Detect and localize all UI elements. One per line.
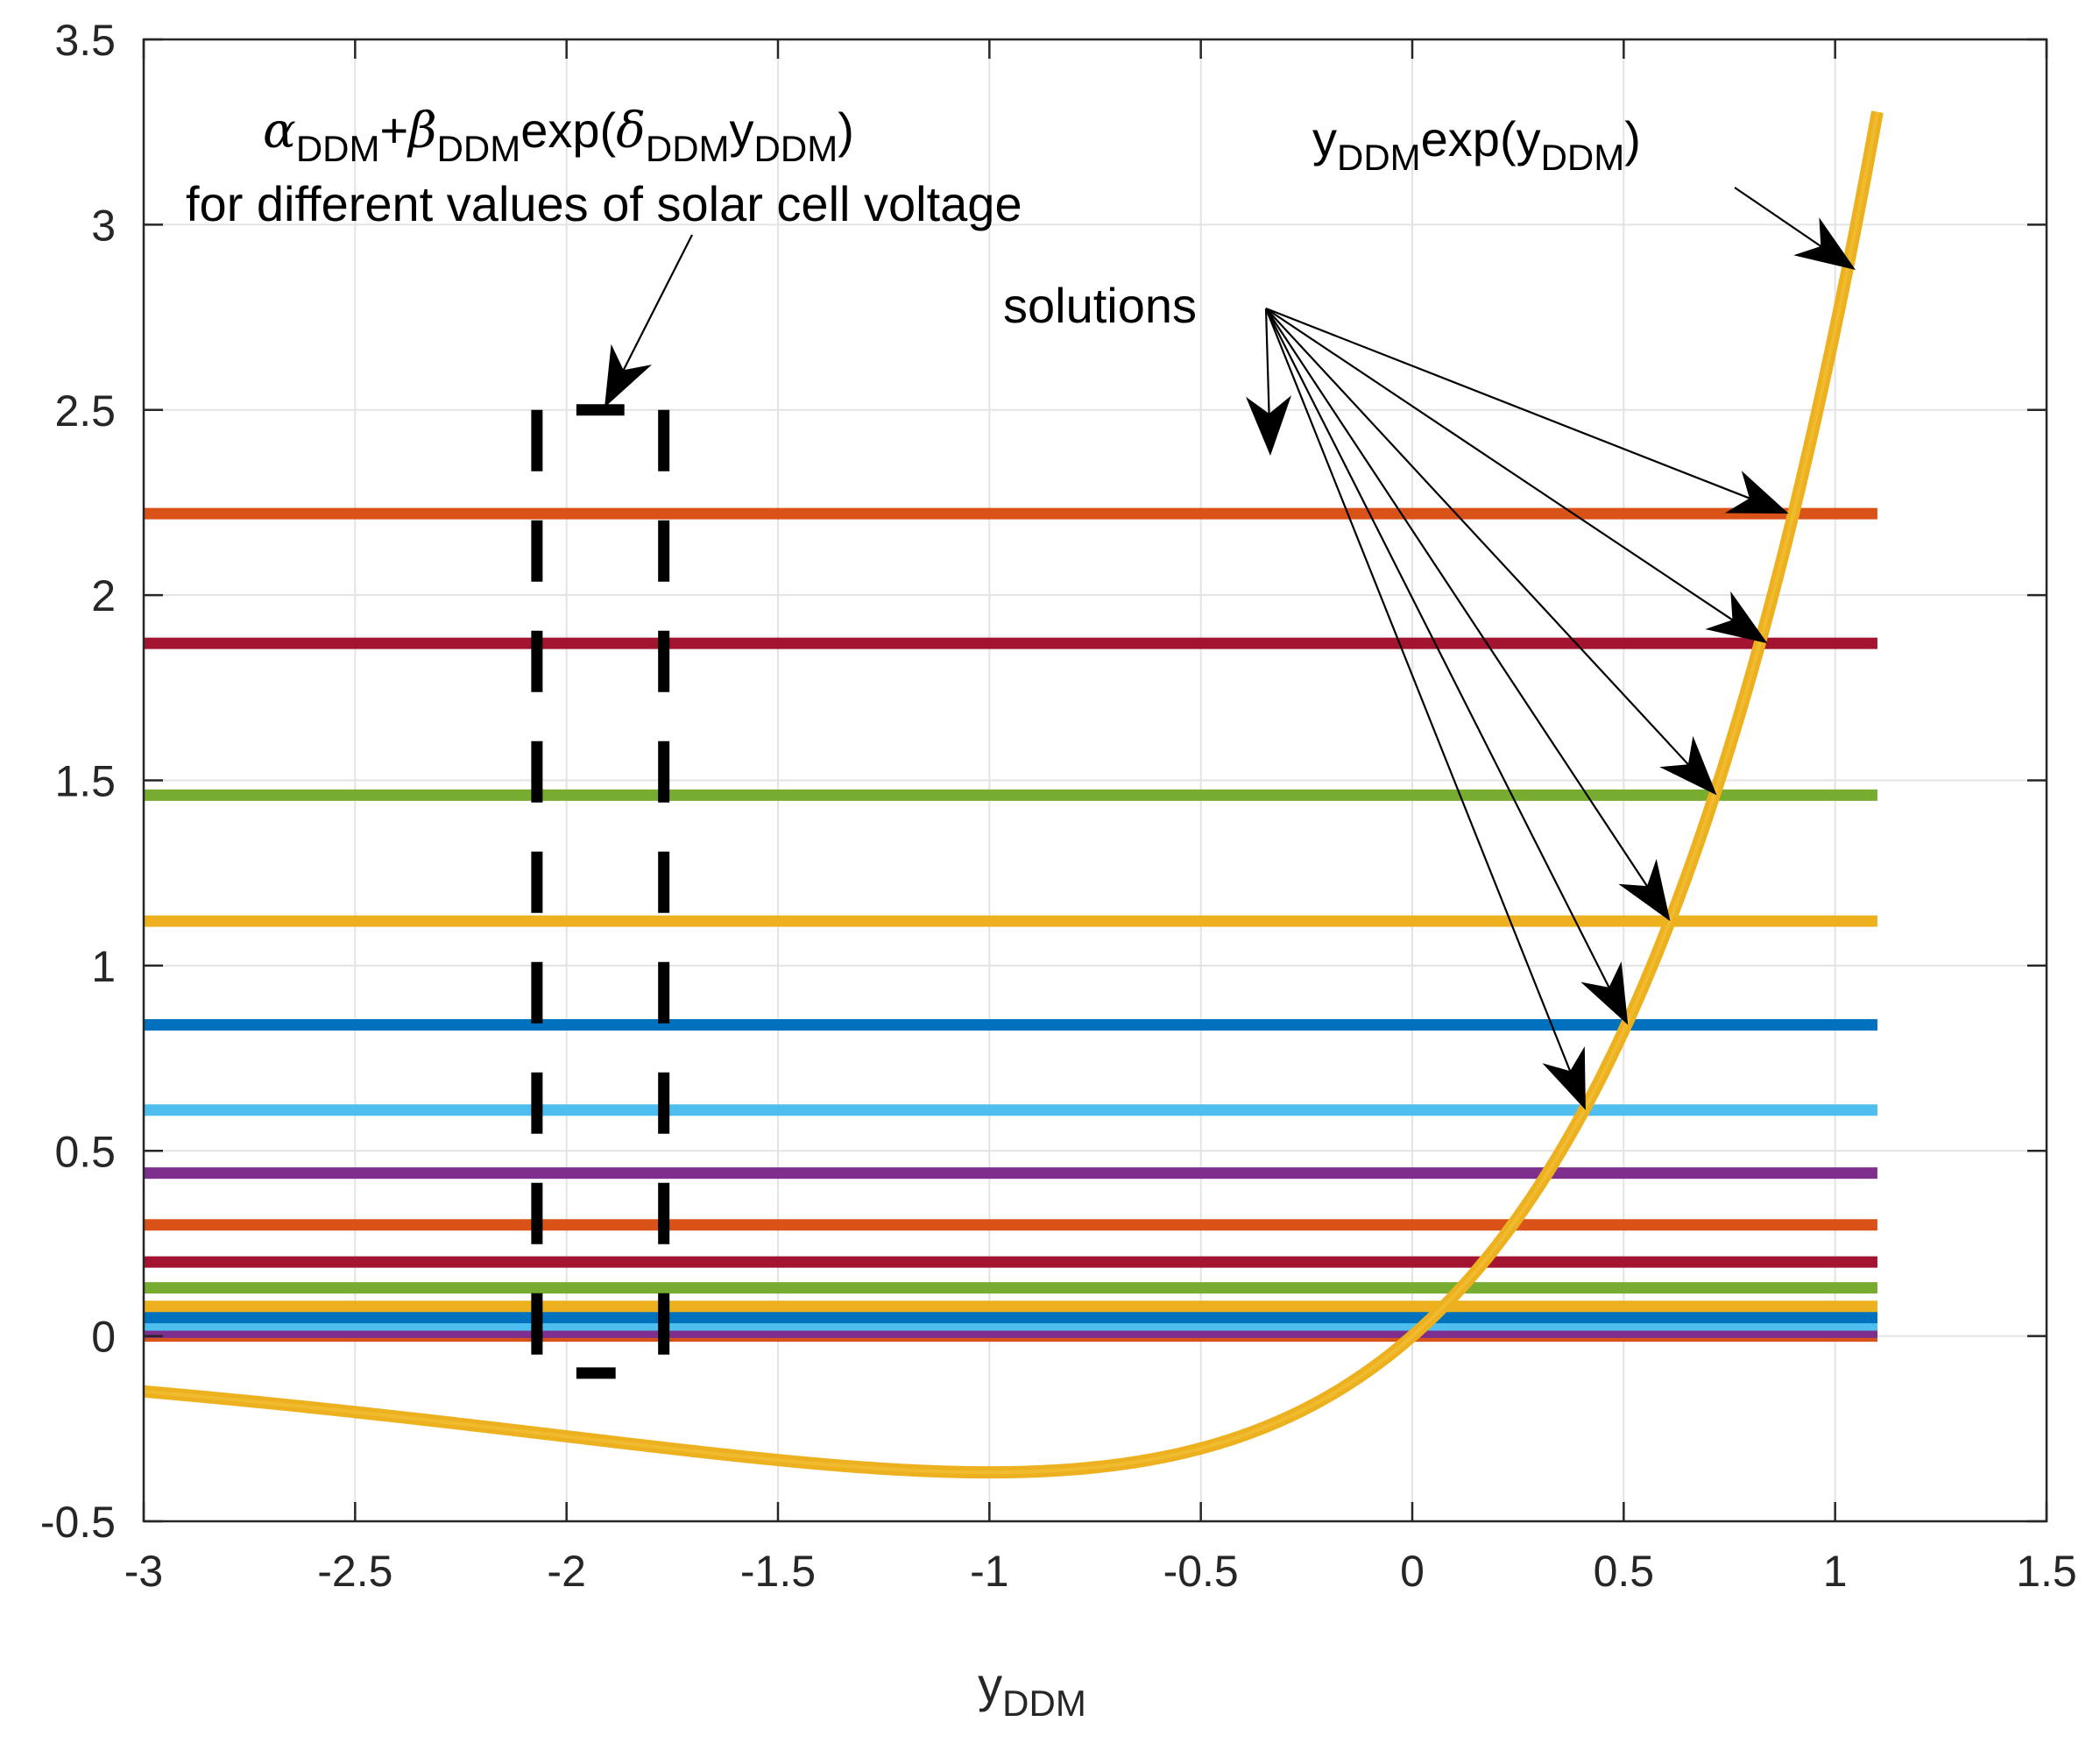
x-tick-label: -1.5: [740, 1547, 816, 1596]
dashed-box: [531, 404, 670, 1379]
arrow-to-solution: [1265, 308, 1629, 1025]
delta-sub: DDM: [646, 128, 730, 169]
y-tick-label: 0.5: [54, 1127, 116, 1176]
curve-label-y2: y: [1517, 111, 1541, 167]
beta-sub: DDM: [437, 128, 521, 169]
x-tick-label: 1: [1823, 1547, 1848, 1596]
y-tick-label: 1.5: [54, 757, 116, 806]
y-tick-label: 2: [91, 571, 116, 620]
arrow-to-solution: [1265, 308, 1671, 922]
curve-yexp-highlight: [144, 111, 1879, 1475]
delta-symbol: δ: [616, 103, 646, 159]
x-axis-label-main: y: [978, 1657, 1002, 1712]
family-annotation-line1: αDDM+βDDMexp(δDDMyDDM): [263, 103, 854, 169]
x-axis-ticks: -3 -2.5 -2 -1.5 -1 -0.5 0 0.5 1 1.5: [124, 39, 2077, 1596]
curve-label-y: y: [1312, 111, 1337, 167]
y-tick-label: 3: [91, 201, 116, 250]
curve-label-sub: DDM: [1337, 137, 1421, 178]
y-tick-label: 3.5: [54, 16, 116, 65]
y-axis-ticks: -0.5 0 0.5 1 1.5 2 2.5 3 3.5: [40, 16, 2047, 1547]
curve-label-sub2: DDM: [1541, 137, 1625, 178]
beta-symbol: β: [407, 103, 436, 159]
x-tick-label: 1.5: [2016, 1547, 2077, 1596]
x-tick-label: -2.5: [317, 1547, 392, 1596]
alpha-symbol: α: [263, 103, 296, 159]
curve-label-exp: exp(: [1421, 111, 1517, 167]
arrow-to-solution: [1265, 307, 1789, 514]
arrow-to-dashed-box: [605, 234, 693, 407]
x-tick-label: -0.5: [1163, 1547, 1239, 1596]
arrow-solutions-short: [1246, 308, 1291, 456]
exp-open: exp(: [520, 103, 616, 158]
family-annotation-line2: for different values of solar cell volta…: [186, 176, 1022, 231]
x-tick-label: -3: [124, 1547, 163, 1596]
curve-label: yDDMexp(yDDM): [1312, 111, 1641, 178]
y-symbol: y: [730, 103, 754, 158]
y-tick-label: 2.5: [54, 386, 116, 436]
curve-layer: [144, 110, 1884, 1479]
y-tick-label: 1: [91, 942, 116, 991]
x-tick-label: -1: [970, 1547, 1008, 1596]
arrow-to-solution: [1265, 308, 1717, 796]
x-axis-label-sub: DDM: [1002, 1683, 1086, 1724]
x-axis-label: yDDM: [978, 1657, 1086, 1724]
curve-label-close: ): [1624, 111, 1641, 167]
arrow-to-curve: [1734, 187, 1856, 270]
horizontal-line-family: [144, 507, 1877, 1343]
alpha-sub: DDM: [296, 128, 380, 169]
arrow-to-solution: [1265, 308, 1768, 644]
y-tick-label: -0.5: [40, 1498, 116, 1547]
x-tick-label: 0.5: [1594, 1547, 1655, 1596]
y-sub: DDM: [754, 128, 838, 169]
x-tick-label: -2: [547, 1547, 585, 1596]
x-tick-label: 0: [1400, 1547, 1425, 1596]
solutions-label: solutions: [1003, 278, 1197, 333]
y-tick-label: 0: [91, 1313, 116, 1362]
annotation-arrows: [605, 187, 1856, 1110]
close-paren: ): [838, 103, 854, 158]
arrow-to-solution: [1264, 308, 1586, 1110]
plus-sign: +: [379, 103, 408, 158]
